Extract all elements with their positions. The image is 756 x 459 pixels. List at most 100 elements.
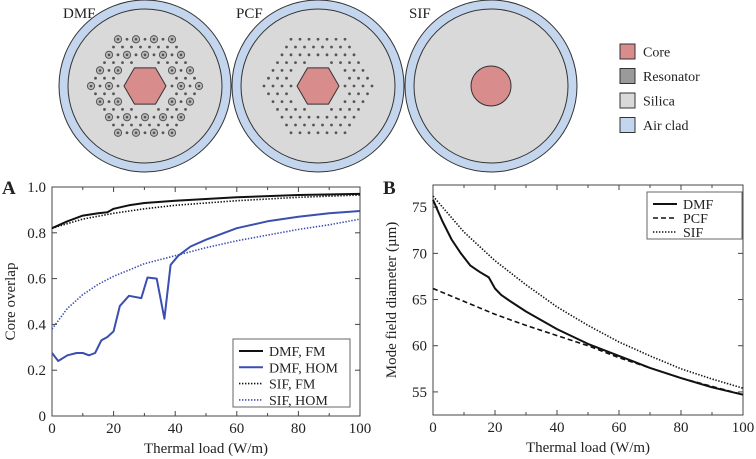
air-hole	[325, 115, 329, 119]
air-hole	[343, 115, 347, 119]
air-hole	[157, 107, 160, 111]
resonator-hole	[107, 115, 111, 119]
air-hole	[352, 53, 356, 57]
resonator-hole	[170, 100, 174, 103]
resonator-hole	[98, 100, 102, 103]
air-hole	[352, 84, 356, 88]
air-hole	[348, 61, 351, 65]
air-hole	[348, 92, 351, 96]
air-hole	[121, 107, 124, 111]
air-hole	[298, 37, 302, 41]
air-hole	[285, 76, 288, 80]
panel-label-a: A	[2, 178, 16, 199]
air-hole	[303, 107, 306, 111]
resonator-hole	[179, 84, 183, 88]
air-hole	[343, 37, 347, 41]
resonator-hole	[116, 131, 120, 135]
legend-label: Silica	[643, 95, 676, 110]
y-tick-label: 70	[412, 246, 427, 262]
air-hole	[330, 107, 333, 111]
resonator-hole	[107, 84, 111, 88]
air-hole	[289, 69, 293, 72]
core	[296, 67, 340, 105]
air-hole	[175, 45, 178, 49]
air-hole	[312, 123, 315, 127]
legend-label: DMF, HOM	[269, 361, 338, 376]
air-hole	[348, 45, 351, 49]
x-tick-label: 20	[106, 421, 121, 437]
air-hole	[134, 115, 138, 119]
air-hole	[139, 123, 142, 127]
air-hole	[285, 123, 288, 127]
air-hole	[334, 37, 338, 41]
air-hole	[157, 61, 160, 65]
air-hole	[339, 107, 342, 111]
resonator-hole	[107, 53, 111, 57]
air-hole	[334, 53, 338, 57]
fiber-cross-sections: DMF PCF SIF	[58, 0, 578, 173]
air-hole	[321, 45, 324, 49]
air-hole	[307, 53, 311, 57]
air-hole	[148, 45, 151, 49]
resonator-hole	[179, 53, 183, 57]
air-hole	[276, 92, 279, 96]
air-hole	[148, 123, 151, 127]
air-hole	[112, 61, 115, 65]
air-hole	[130, 45, 133, 49]
y-axis-label: Mode field diameter (µm)	[384, 222, 400, 379]
x-tick-label: 40	[168, 421, 183, 437]
air-hole	[166, 45, 169, 49]
air-hole	[289, 53, 293, 57]
x-axis-label: Thermal load (W/m)	[526, 440, 650, 456]
resonator-hole	[116, 100, 120, 103]
air-hole	[357, 92, 360, 96]
legend-swatch	[619, 43, 636, 60]
air-hole	[361, 69, 365, 72]
resonator-hole	[125, 53, 129, 57]
air-hole	[271, 84, 275, 88]
air-hole	[330, 45, 333, 49]
air-hole	[303, 123, 306, 127]
air-hole	[103, 61, 106, 65]
air-hole	[339, 45, 342, 49]
air-hole	[170, 53, 174, 57]
air-hole	[316, 115, 320, 119]
resonator-hole	[161, 53, 165, 57]
air-hole	[267, 76, 270, 80]
legend-label: DMF, FM	[269, 345, 326, 360]
fiber-label: SIF	[409, 6, 431, 22]
air-hole	[325, 53, 329, 57]
air-hole	[166, 107, 169, 111]
air-hole	[271, 100, 275, 103]
air-hole	[116, 115, 120, 119]
air-hole	[325, 131, 329, 135]
air-hole	[348, 107, 351, 111]
legend-label: Air clad	[643, 119, 688, 134]
air-hole	[294, 107, 297, 111]
air-hole	[294, 123, 297, 127]
air-hole	[175, 123, 178, 127]
air-hole	[175, 92, 178, 96]
mode-field-diameter-chart: B 0 20 40 60 80 100 55 60 65 70 75 Thermal load (W/…	[383, 178, 754, 456]
air-hole	[370, 84, 374, 88]
air-hole	[334, 115, 338, 119]
air-hole	[116, 84, 120, 88]
air-hole	[352, 100, 356, 103]
resonator-hole	[134, 131, 138, 135]
air-hole	[307, 115, 311, 119]
air-hole	[276, 107, 279, 111]
air-hole	[330, 61, 333, 65]
x-tick-label: 60	[229, 421, 244, 437]
air-hole	[280, 53, 284, 57]
air-hole	[112, 107, 115, 111]
air-hole	[121, 123, 124, 127]
air-hole	[94, 76, 97, 80]
air-hole	[175, 76, 178, 80]
air-hole	[125, 131, 129, 135]
y-tick-label: 0.2	[27, 363, 46, 379]
series-line-sif-hom	[51, 218, 361, 330]
air-hole	[280, 84, 284, 88]
air-hole	[298, 53, 302, 57]
y-tick-label: 60	[412, 339, 427, 355]
